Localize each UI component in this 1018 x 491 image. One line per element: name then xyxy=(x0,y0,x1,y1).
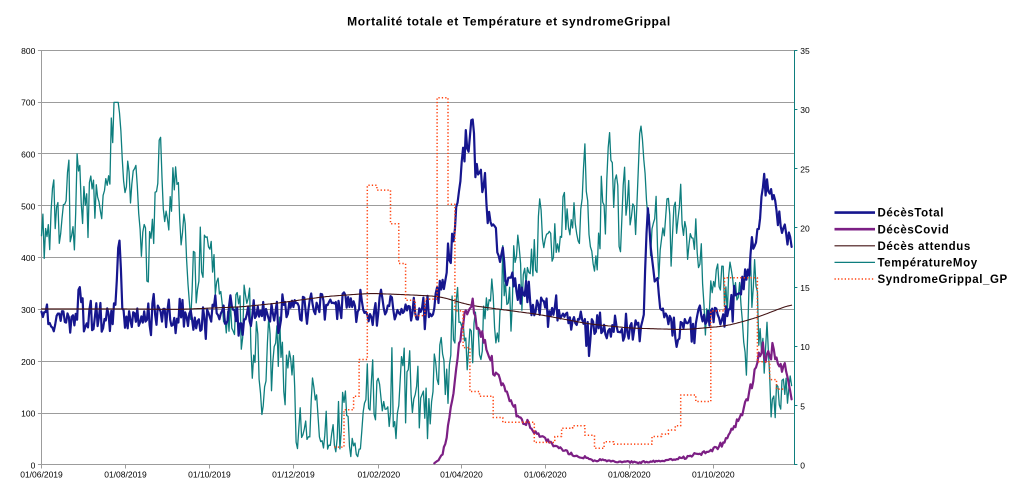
svg-text:0: 0 xyxy=(31,461,36,471)
svg-text:500: 500 xyxy=(21,201,35,211)
svg-text:SyndromeGrippal_GP: SyndromeGrippal_GP xyxy=(878,274,1008,286)
svg-text:20: 20 xyxy=(800,224,810,234)
svg-text:Mortalité totale et Températur: Mortalité totale et Température et syndr… xyxy=(347,15,671,29)
svg-text:300: 300 xyxy=(21,305,35,315)
svg-text:35: 35 xyxy=(800,46,810,56)
svg-text:200: 200 xyxy=(21,357,35,367)
svg-text:01/02/2020: 01/02/2020 xyxy=(358,470,401,480)
svg-text:TempératureMoy: TempératureMoy xyxy=(878,258,978,270)
svg-text:01/08/2020: 01/08/2020 xyxy=(608,470,651,480)
svg-text:01/12/2019: 01/12/2019 xyxy=(272,470,315,480)
svg-text:0: 0 xyxy=(800,461,805,471)
svg-text:Décès attendus: Décès attendus xyxy=(878,241,971,253)
svg-text:100: 100 xyxy=(21,409,35,419)
svg-text:DécèsCovid: DécèsCovid xyxy=(878,224,950,236)
svg-text:700: 700 xyxy=(21,98,35,108)
svg-text:01/10/2020: 01/10/2020 xyxy=(692,470,735,480)
svg-text:800: 800 xyxy=(21,46,35,56)
svg-text:25: 25 xyxy=(800,164,810,174)
svg-text:01/06/2019: 01/06/2019 xyxy=(20,470,63,480)
svg-text:10: 10 xyxy=(800,342,810,352)
svg-text:400: 400 xyxy=(21,253,35,263)
svg-text:01/06/2020: 01/06/2020 xyxy=(524,470,567,480)
svg-text:01/08/2019: 01/08/2019 xyxy=(104,470,147,480)
svg-text:01/10/2019: 01/10/2019 xyxy=(188,470,231,480)
svg-text:30: 30 xyxy=(800,105,810,115)
svg-text:5: 5 xyxy=(800,401,805,411)
svg-text:15: 15 xyxy=(800,283,810,293)
svg-text:600: 600 xyxy=(21,150,35,160)
svg-text:DécèsTotal: DécèsTotal xyxy=(878,208,945,220)
svg-text:01/04/2020: 01/04/2020 xyxy=(440,470,483,480)
